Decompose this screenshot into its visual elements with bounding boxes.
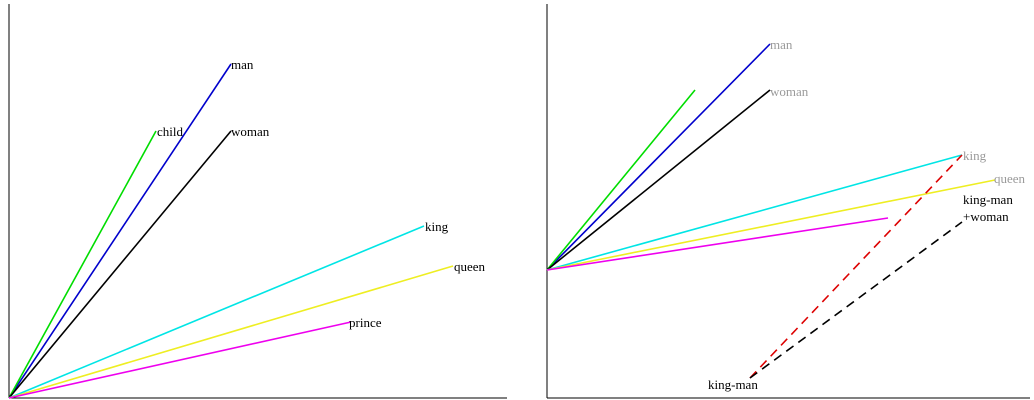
vector-man	[546, 43, 771, 271]
vector-king-minus-man-plus-woman	[749, 221, 963, 379]
left-panel: man child woman king queen prince	[8, 4, 507, 399]
label-woman: woman	[770, 84, 809, 99]
vector-child	[8, 130, 157, 399]
vector-king-minus-man	[749, 154, 963, 379]
vector-prince	[546, 217, 889, 271]
label-queen: queen	[454, 259, 486, 274]
vector-child	[546, 89, 696, 271]
vector-king	[8, 225, 425, 399]
vector-prince	[8, 321, 352, 399]
label-queen: queen	[994, 171, 1026, 186]
vector-queen	[546, 179, 996, 271]
vector-woman	[8, 130, 232, 399]
label-woman: woman	[231, 124, 270, 139]
vector-king	[546, 154, 963, 271]
label-king-man-plus-woman-line2: +woman	[963, 209, 1009, 224]
vector-queen	[8, 265, 454, 399]
label-king: king	[425, 219, 449, 234]
label-child: child	[157, 124, 183, 139]
vector-man	[8, 63, 232, 399]
label-prince: prince	[349, 315, 382, 330]
label-king-man-bottom: king-man	[708, 377, 758, 392]
vector-woman	[546, 89, 771, 271]
label-king-man-plus-woman-line1: king-man	[963, 192, 1013, 207]
label-king: king	[963, 148, 987, 163]
label-man: man	[231, 57, 254, 72]
label-man: man	[770, 37, 793, 52]
right-panel: man woman king queen king-man king-man +…	[546, 4, 1030, 399]
